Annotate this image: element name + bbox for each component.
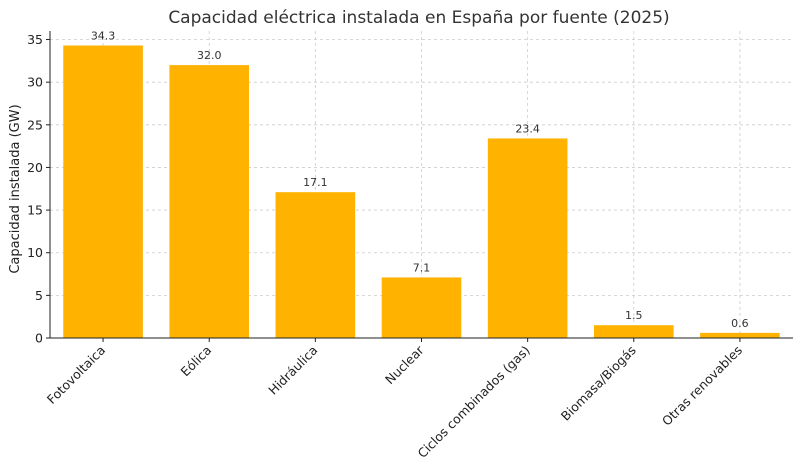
data-label: 17.1 — [303, 176, 328, 189]
y-tick-label: 5 — [35, 288, 43, 303]
x-tick-label: Hidráulica — [265, 343, 320, 398]
bars — [63, 45, 780, 338]
y-tick-label: 20 — [27, 160, 43, 175]
y-tick-label: 35 — [27, 32, 43, 47]
data-label: 1.5 — [625, 309, 643, 322]
bar — [169, 65, 250, 338]
y-tick-label: 15 — [27, 203, 43, 218]
x-tick-label: Otras renovables — [659, 343, 745, 429]
bar — [63, 45, 143, 338]
y-tick-label: 30 — [27, 75, 43, 90]
bar — [593, 325, 674, 338]
x-tick-label: Fotovoltaica — [44, 343, 108, 407]
bar — [275, 192, 356, 338]
data-label: 34.3 — [91, 29, 116, 42]
y-axis-label: Capacidad instalada (GW) — [8, 104, 23, 273]
y-tick-label: 10 — [27, 245, 43, 260]
bar — [487, 138, 568, 338]
y-tick-label: 25 — [27, 117, 43, 132]
x-tick-label: Eólica — [178, 343, 215, 380]
data-label: 32.0 — [197, 49, 222, 62]
axes — [46, 31, 793, 342]
x-tick-label: Nuclear — [382, 342, 427, 387]
bar — [381, 277, 462, 338]
y-tick-label: 0 — [35, 331, 43, 346]
chart-title: Capacidad eléctrica instalada en España … — [168, 8, 669, 28]
data-label: 0.6 — [731, 317, 749, 330]
data-label: 7.1 — [413, 261, 431, 274]
x-tick-label: Ciclos combinados (gas) — [414, 343, 532, 461]
x-tick-label: Biomasa/Biogás — [558, 343, 639, 424]
data-label: 23.4 — [515, 122, 540, 135]
bar — [700, 332, 780, 338]
